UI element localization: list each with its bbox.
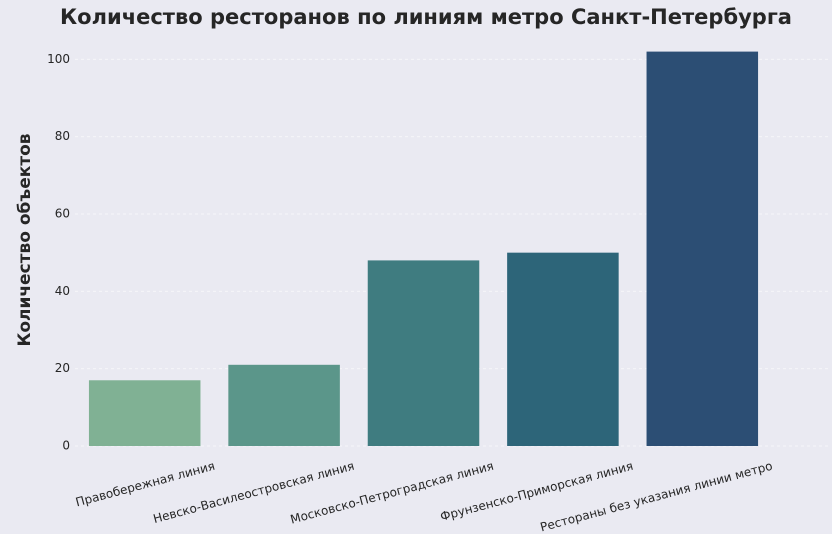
y-tick-label: 20: [55, 361, 70, 375]
bar: [367, 260, 480, 446]
y-tick-label: 60: [55, 207, 70, 221]
y-tick-label: 40: [55, 284, 70, 298]
y-tick-label: 100: [47, 52, 70, 66]
bar: [228, 364, 340, 446]
bar: [507, 252, 619, 446]
bar: [88, 380, 201, 446]
chart-title: Количество ресторанов по линиям метро Са…: [60, 5, 792, 29]
y-tick-label: 0: [62, 439, 70, 453]
y-axis-label: Количество объектов: [15, 133, 35, 346]
y-tick-label: 80: [55, 129, 70, 143]
bar: [646, 51, 759, 446]
